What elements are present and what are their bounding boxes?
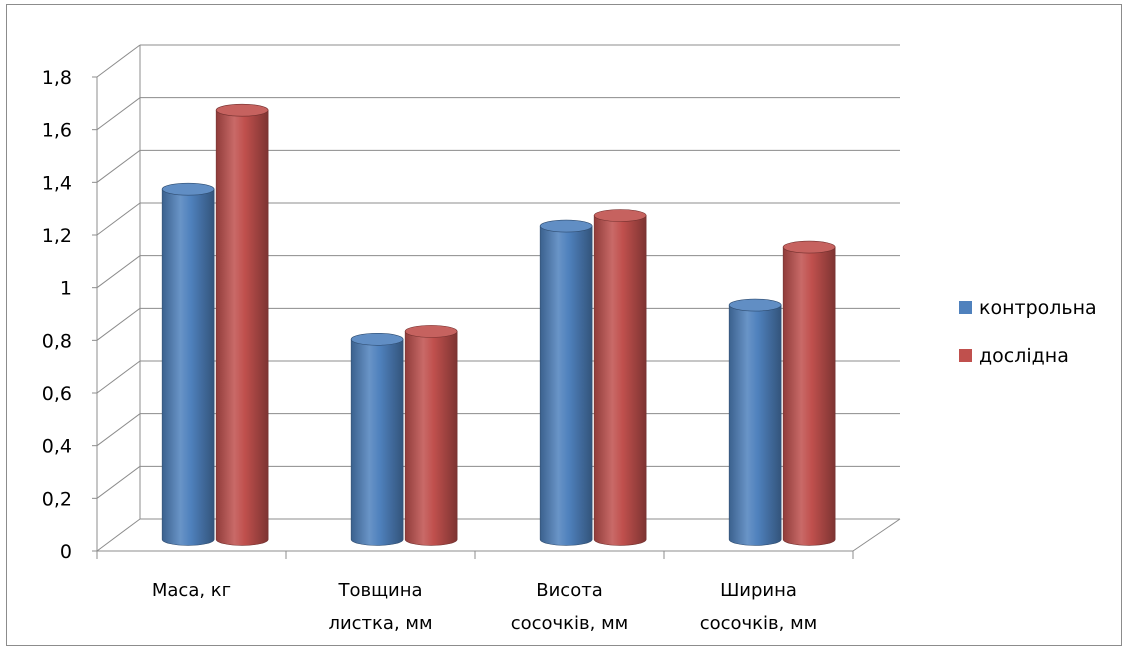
bar-top: [539, 219, 593, 233]
y-tick-label: 1,4: [42, 172, 72, 194]
bar-дослідна-1: [215, 103, 269, 546]
legend-item: дослідна: [959, 345, 1069, 367]
bar-top: [215, 103, 269, 117]
bar-top: [782, 240, 836, 254]
y-tick-label: 0,6: [42, 383, 72, 405]
bar-дослідна-3: [593, 209, 647, 546]
bar-top: [350, 332, 404, 346]
legend-swatch: [959, 349, 972, 362]
gridline-diagonal: [96, 149, 141, 183]
x-category-label: сосочків, мм: [511, 613, 629, 634]
x-category-label: сосочків, мм: [700, 613, 818, 634]
gridline-diagonal: [96, 97, 141, 131]
bars: [161, 103, 836, 546]
x-category-label: Висота: [536, 580, 602, 601]
legend-label: контрольна: [979, 297, 1097, 319]
y-tick-label: 0,8: [42, 330, 72, 352]
gridline-diagonal: [96, 413, 141, 447]
y-tick-label: 1,8: [42, 67, 72, 89]
x-axis: [96, 77, 854, 559]
bar-body: [782, 246, 836, 546]
bar-дослідна-4: [782, 240, 836, 546]
gridline-diagonal: [96, 44, 141, 78]
y-tick-label: 1,6: [42, 120, 72, 142]
x-category-label: листка, мм: [328, 613, 432, 634]
bar-top: [404, 325, 458, 338]
y-tick-label: 1,2: [42, 225, 72, 247]
y-tick-label: 1: [60, 278, 72, 300]
legend: контрольна дослідна: [959, 297, 1097, 367]
bar-контрольна-2: [350, 332, 404, 546]
x-category-label: Товщина: [337, 580, 422, 601]
bar-body: [161, 188, 215, 546]
y-tick-label: 0: [60, 541, 72, 563]
legend-item: контрольна: [959, 297, 1097, 319]
x-category-label: Ширина: [720, 580, 797, 601]
bar-top: [728, 298, 782, 312]
legend-label: дослідна: [979, 345, 1069, 367]
bar-контрольна-1: [161, 182, 215, 546]
bar-top: [161, 182, 215, 196]
floor-right-edge: [852, 518, 901, 552]
y-tick-label: 0,2: [42, 488, 72, 510]
gridline-diagonal: [96, 307, 141, 341]
bar-top: [593, 209, 647, 222]
bar-body: [404, 331, 458, 546]
gridline-diagonal: [96, 465, 141, 499]
gridline-diagonal: [96, 202, 141, 236]
x-axis-tick-labels: Маса, кг Товщина листка, мм Висота сосочків,…: [152, 580, 817, 634]
bar-контрольна-3: [539, 219, 593, 546]
bar-body: [593, 215, 647, 546]
y-axis-tick-labels: 0 0,2 0,4 0,6 0,8 1 1,2 1,4 1,6 1,8: [42, 67, 72, 563]
bar-body: [539, 225, 593, 546]
bar-body: [215, 109, 269, 546]
y-tick-label: 0,4: [42, 436, 72, 458]
legend-swatch: [959, 301, 972, 314]
bar-body: [728, 304, 782, 546]
gridline-diagonal: [96, 255, 141, 289]
bar-контрольна-4: [728, 298, 782, 546]
bar-дослідна-2: [404, 325, 458, 546]
bar-body: [350, 338, 404, 546]
gridline-diagonal: [96, 518, 141, 552]
x-category-label: Маса, кг: [152, 580, 231, 601]
gridline-diagonal: [96, 360, 141, 394]
